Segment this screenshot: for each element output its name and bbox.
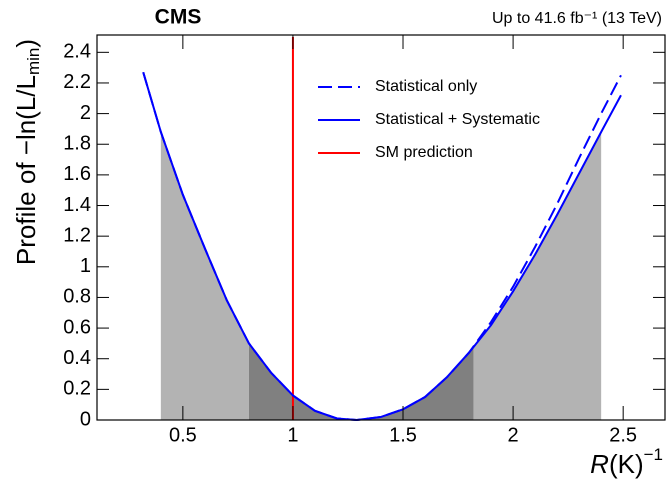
legend-label: Statistical only xyxy=(375,78,477,95)
y-tick-label: 2.2 xyxy=(63,71,91,93)
x-axis-label: R(K)−1 xyxy=(590,445,663,478)
chart-title: CMS xyxy=(155,6,202,29)
x-label-sup: −1 xyxy=(644,445,663,464)
plot-frame xyxy=(96,34,666,421)
y-tick-label: 0.2 xyxy=(63,378,91,400)
y-tick-label: 1.6 xyxy=(63,163,91,185)
y-tick-label: 0.8 xyxy=(63,286,91,308)
x-tick-label: 0.5 xyxy=(169,424,197,446)
legend-label: Statistical + Systematic xyxy=(375,111,540,128)
interval-band xyxy=(473,131,602,420)
series-line xyxy=(142,71,622,422)
y-label-part: ) xyxy=(11,39,41,48)
chart-subtitle: Up to 41.6 fb⁻¹ (13 TeV) xyxy=(492,10,662,27)
x-tick-label: 1 xyxy=(287,424,298,446)
y-label-part: Profile of −ln(L/L xyxy=(11,75,41,265)
x-tick-label: 1.5 xyxy=(389,424,417,446)
y-tick-label: 1 xyxy=(80,255,91,277)
x-label-part: R xyxy=(590,449,609,479)
y-tick-label: 1.8 xyxy=(63,133,91,155)
y-label-sub: min xyxy=(24,48,43,75)
y-tick-label: 2.4 xyxy=(63,41,91,63)
x-label-part: (K) xyxy=(609,449,644,479)
x-tick-label: 2 xyxy=(508,424,519,446)
y-axis-label: Profile of −ln(L/Lmin) xyxy=(11,39,44,265)
y-tick-label: 1.4 xyxy=(63,194,91,216)
interval-band xyxy=(160,131,249,420)
y-tick-label: 0 xyxy=(80,408,91,430)
legend-label: SM prediction xyxy=(375,144,473,161)
y-tick-label: 1.2 xyxy=(63,224,91,246)
x-tick-label: 2.5 xyxy=(609,424,637,446)
interval-band xyxy=(248,343,474,420)
y-tick-label: 0.6 xyxy=(63,316,91,338)
y-tick-label: 0.4 xyxy=(63,347,91,369)
y-tick-label: 2 xyxy=(80,102,91,124)
